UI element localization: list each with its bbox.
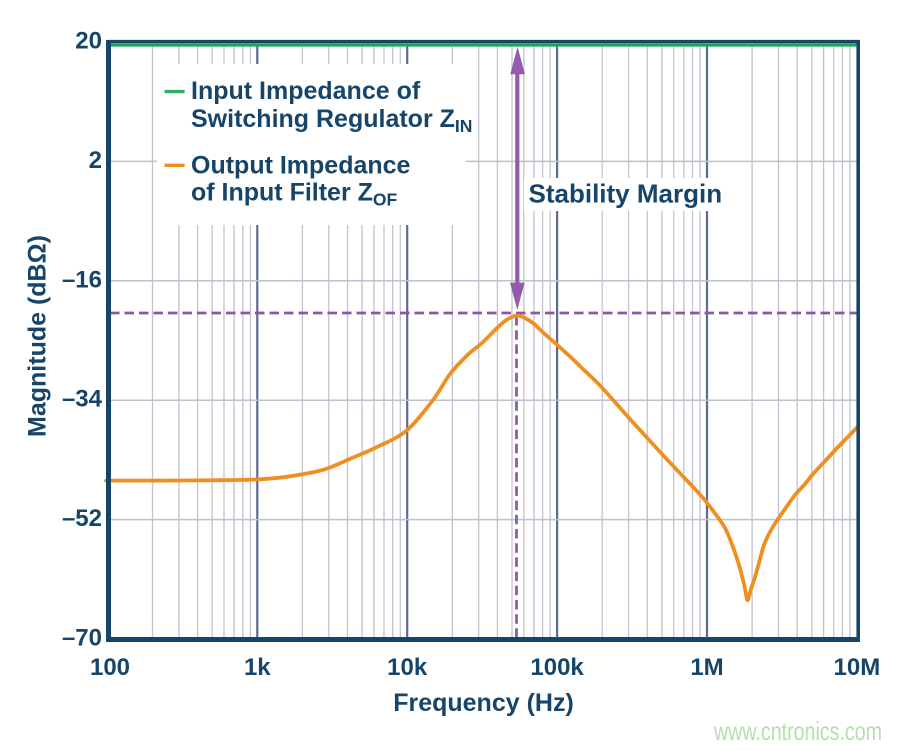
svg-text:Switching Regulator ZIN: Switching Regulator ZIN xyxy=(191,105,472,136)
svg-text:Magnitude (dBΩ): Magnitude (dBΩ) xyxy=(24,235,52,437)
svg-text:20: 20 xyxy=(75,28,102,55)
svg-text:of Input Filter ZOF: of Input Filter ZOF xyxy=(191,179,398,210)
svg-text:100k: 100k xyxy=(530,654,584,681)
svg-text:–34: –34 xyxy=(62,386,103,413)
svg-text:1k: 1k xyxy=(244,654,271,681)
svg-text:1M: 1M xyxy=(690,654,723,681)
svg-text:–16: –16 xyxy=(62,266,102,293)
svg-text:www.cntronics.com: www.cntronics.com xyxy=(713,716,882,746)
svg-text:Stability Margin: Stability Margin xyxy=(529,179,723,209)
svg-text:Output Impedance: Output Impedance xyxy=(191,152,411,180)
svg-text:10M: 10M xyxy=(834,654,881,681)
svg-text:–70: –70 xyxy=(62,625,102,652)
svg-text:10k: 10k xyxy=(387,654,428,681)
svg-text:Frequency (Hz): Frequency (Hz) xyxy=(393,689,574,717)
svg-text:100: 100 xyxy=(90,654,130,681)
svg-text:Input Impedance of: Input Impedance of xyxy=(191,77,421,105)
svg-text:–52: –52 xyxy=(62,505,102,532)
svg-text:2: 2 xyxy=(89,147,102,174)
